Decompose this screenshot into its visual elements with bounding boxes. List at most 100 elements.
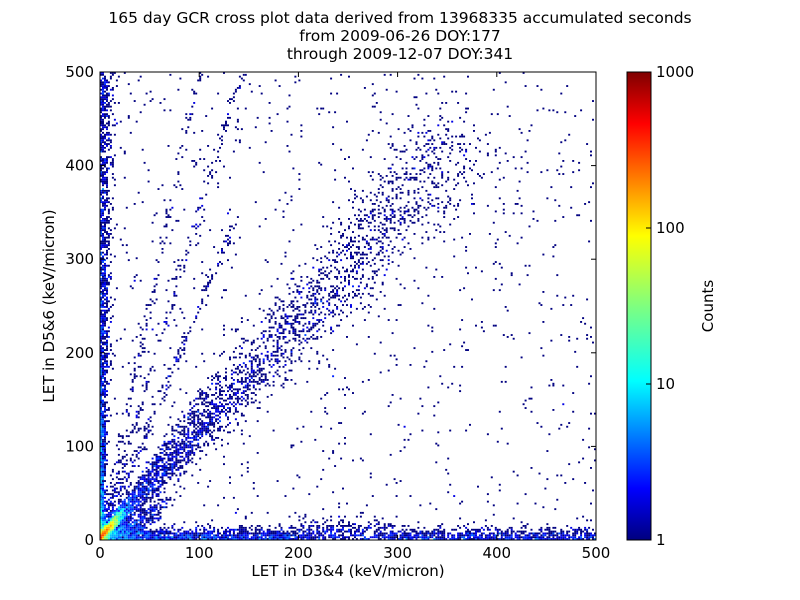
heatmap-cell (298, 306, 301, 308)
heatmap-cell (494, 154, 497, 157)
heatmap-cell (106, 349, 108, 351)
heatmap-cell (133, 526, 136, 529)
heatmap-cell (155, 508, 158, 511)
heatmap-cell (560, 536, 563, 539)
heatmap-cell (183, 420, 186, 423)
heatmap-cell (104, 240, 106, 243)
heatmap-cell (288, 369, 291, 372)
heatmap-cell (471, 528, 473, 531)
heatmap-cell (161, 506, 164, 509)
heatmap-cell (187, 452, 190, 454)
heatmap-cell (338, 534, 341, 537)
heatmap-cell (266, 382, 269, 385)
heatmap-cell (413, 210, 416, 213)
heatmap-cell (153, 538, 156, 540)
heatmap-cell (399, 223, 402, 226)
heatmap-cell (413, 536, 416, 539)
heatmap-cell (229, 431, 231, 434)
heatmap-cell (107, 233, 110, 235)
heatmap-cell (139, 334, 142, 336)
heatmap-cell (203, 534, 206, 537)
heatmap-cell (211, 416, 214, 419)
heatmap-cell (262, 373, 265, 376)
heatmap-cell (107, 528, 110, 531)
heatmap-cell (131, 532, 134, 535)
heatmap-cell (191, 410, 194, 413)
heatmap-cell (100, 538, 102, 540)
heatmap-cell (375, 274, 378, 277)
heatmap-cell (123, 511, 126, 514)
heatmap-cell (104, 161, 106, 164)
heatmap-cell (240, 317, 243, 320)
heatmap-cell (443, 528, 446, 531)
heatmap-cell (234, 538, 237, 540)
heatmap-cell (155, 478, 158, 481)
heatmap-cell (100, 519, 102, 522)
heatmap-cell (109, 146, 112, 149)
heatmap-cell (336, 255, 339, 258)
heatmap-cell (153, 472, 156, 475)
heatmap-cell (123, 455, 126, 458)
heatmap-cell (494, 534, 497, 537)
heatmap-cell (203, 422, 206, 424)
heatmap-cell (102, 511, 104, 514)
heatmap-cell (562, 534, 565, 537)
heatmap-cell (100, 536, 102, 539)
heatmap-cell (131, 465, 134, 467)
heatmap-cell (225, 377, 227, 379)
heatmap-cell (159, 508, 162, 511)
heatmap-cell (163, 468, 166, 471)
heatmap-cell (322, 536, 325, 539)
heatmap-cell (326, 526, 329, 529)
heatmap-cell (199, 534, 202, 537)
heatmap-cell (344, 538, 346, 540)
heatmap-cell (205, 304, 208, 306)
heatmap-cell (215, 418, 218, 421)
heatmap-cell (459, 532, 462, 535)
heatmap-cell (165, 446, 168, 449)
heatmap-cell (546, 197, 549, 200)
heatmap-cell (151, 532, 154, 535)
heatmap-cell (548, 534, 551, 537)
heatmap-cell (379, 212, 382, 215)
heatmap-cell (199, 72, 202, 74)
heatmap-cell (308, 281, 311, 284)
heatmap-cell (346, 246, 348, 248)
heatmap-cell (104, 407, 106, 409)
heatmap-cell (139, 526, 142, 529)
heatmap-cell (155, 480, 158, 482)
heatmap-cell (421, 538, 424, 540)
heatmap-cell (102, 324, 104, 327)
heatmap-cell (179, 347, 182, 350)
heatmap-cell (359, 515, 362, 518)
heatmap-cell (100, 500, 102, 503)
heatmap-cell (104, 176, 106, 179)
heatmap-cell (187, 251, 190, 254)
heatmap-cell (225, 375, 227, 378)
heatmap-cell (344, 279, 346, 282)
heatmap-cell (451, 145, 454, 147)
heatmap-cell (165, 322, 168, 325)
heatmap-cell (123, 510, 126, 512)
heatmap-cell (302, 526, 305, 529)
heatmap-cell (564, 538, 567, 540)
heatmap-cell (278, 538, 281, 540)
heatmap-cell (183, 270, 186, 273)
heatmap-cell (429, 163, 432, 166)
heatmap-cell (304, 536, 307, 539)
heatmap-cell (211, 401, 214, 404)
heatmap-cell (125, 491, 128, 494)
heatmap-cell (290, 349, 293, 351)
heatmap-cell (191, 407, 194, 409)
heatmap-cell (129, 517, 132, 520)
heatmap-cell (123, 513, 126, 516)
heatmap-cell (100, 474, 102, 477)
heatmap-cell (155, 277, 158, 280)
heatmap-cell (244, 399, 247, 402)
heatmap-cell (131, 461, 134, 464)
heatmap-cell (367, 261, 370, 263)
heatmap-cell (292, 534, 295, 537)
heatmap-cell (143, 476, 146, 479)
heatmap-cell (153, 461, 156, 464)
heatmap-cell (371, 238, 374, 241)
